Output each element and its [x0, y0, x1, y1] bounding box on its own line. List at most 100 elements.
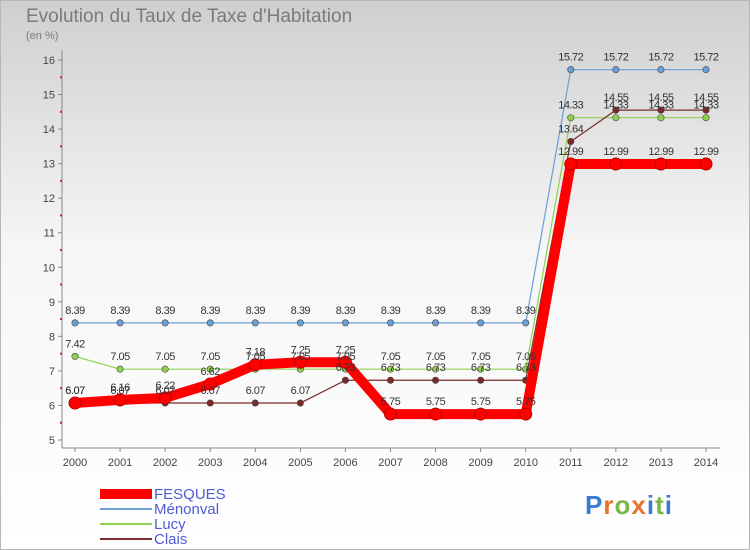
data-point — [161, 319, 169, 327]
x-tick-label: 2004 — [243, 457, 267, 469]
logo-letter: r — [603, 490, 615, 520]
data-label: 6.07 — [291, 385, 311, 397]
data-point — [296, 319, 304, 327]
y-minor-tick — [60, 421, 62, 424]
data-label: 7.05 — [336, 351, 356, 363]
data-label: 14.55 — [603, 92, 628, 104]
data-label: 13.64 — [558, 124, 583, 136]
data-label: 15.72 — [693, 52, 718, 64]
data-label: 7.25 — [336, 344, 356, 356]
data-point — [474, 407, 488, 421]
y-tick-label: 15 — [43, 90, 55, 102]
data-label: 5.75 — [516, 396, 536, 408]
data-label: 8.39 — [110, 305, 130, 317]
data-point — [338, 355, 352, 369]
data-point — [477, 365, 485, 373]
data-label: 6.22 — [155, 380, 175, 392]
data-point — [429, 407, 443, 421]
data-label: 14.33 — [603, 100, 628, 112]
data-point — [161, 365, 169, 373]
data-label: 14.33 — [693, 100, 718, 112]
data-label: 8.39 — [381, 305, 401, 317]
data-point — [206, 365, 214, 373]
data-label: 7.05 — [201, 351, 221, 363]
data-label: 8.39 — [65, 305, 85, 317]
data-point — [522, 319, 530, 327]
series-lines — [68, 66, 713, 421]
data-point — [609, 157, 623, 171]
data-point — [116, 365, 124, 373]
legend-swatch-clais — [100, 538, 152, 540]
data-label: 14.55 — [693, 92, 718, 104]
data-label: 7.05 — [426, 351, 446, 363]
axes: 5 6 7 8 9 10 11 12 13 14 15 16 2000 2001 2002 2003 2004 2… — [43, 50, 720, 469]
data-point — [296, 399, 304, 407]
series-line-fesques — [74, 158, 706, 420]
data-point — [477, 376, 485, 384]
legend-label-clais: Clais — [154, 530, 188, 548]
data-label: 7.05 — [471, 351, 491, 363]
data-label: 6.73 — [426, 362, 446, 374]
chart-title: Evolution du Taux de Taxe d'Habitation — [26, 6, 353, 27]
data-label: 8.39 — [516, 305, 536, 317]
data-label: 15.72 — [648, 52, 673, 64]
data-point — [71, 352, 79, 360]
x-tick-label: 2009 — [468, 457, 492, 469]
data-point — [702, 114, 710, 122]
y-minor-tick — [60, 387, 62, 390]
data-label: 7.05 — [110, 351, 130, 363]
x-tick-label: 2013 — [649, 457, 673, 469]
data-label: 6.73 — [471, 362, 491, 374]
x-tick-label: 2014 — [694, 457, 718, 469]
y-minor-tick — [60, 249, 62, 251]
data-point — [654, 157, 668, 171]
data-label: 8.39 — [291, 305, 311, 317]
x-tick-label: 2002 — [153, 457, 177, 469]
x-tick-label: 2008 — [423, 457, 447, 469]
data-label: 14.33 — [648, 100, 673, 112]
logo-letter: x — [631, 490, 647, 520]
legend-item-lucy: Lucy — [100, 516, 186, 533]
data-point — [386, 365, 394, 373]
data-point — [251, 399, 259, 407]
data-label: 5.75 — [471, 396, 491, 408]
data-label: 8.39 — [201, 305, 221, 317]
data-label: 7.42 — [65, 338, 85, 350]
y-tick-label: 13 — [43, 159, 55, 171]
data-label: 12.99 — [693, 146, 718, 158]
data-point — [384, 407, 397, 421]
y-tick-label: 9 — [49, 297, 55, 309]
data-point — [293, 355, 307, 369]
logo-letter: P — [585, 490, 604, 520]
data-point — [477, 319, 485, 327]
data-point — [657, 106, 665, 114]
data-label: 6.62 — [201, 366, 221, 378]
data-point — [567, 138, 575, 146]
legend-swatch-lucy — [100, 523, 152, 525]
y-minor-tick — [60, 214, 62, 217]
x-tick-label: 2011 — [559, 457, 583, 469]
y-tick-label: 16 — [43, 55, 55, 67]
data-point — [113, 393, 127, 407]
logo-letter: i — [646, 490, 656, 520]
data-label: 6.07 — [65, 385, 85, 397]
data-label: 8.39 — [246, 305, 266, 317]
data-label: 7.05 — [381, 351, 401, 363]
data-point — [612, 106, 620, 114]
data-label: 6.07 — [155, 385, 175, 397]
y-tick-label: 11 — [44, 228, 55, 240]
x-tick-label: 2006 — [333, 457, 357, 469]
data-label: 6.07 — [201, 385, 221, 397]
data-point — [564, 157, 578, 171]
data-label: 6.73 — [381, 362, 401, 374]
y-minor-tick — [60, 352, 62, 355]
data-point — [657, 66, 665, 74]
y-minor-tick — [60, 76, 62, 79]
data-point — [432, 365, 440, 373]
data-label: 8.39 — [336, 305, 356, 317]
data-point — [699, 157, 713, 171]
proxiti-logo: Proxiti — [585, 490, 673, 521]
data-label: 6.73 — [516, 362, 536, 374]
data-point — [248, 358, 262, 372]
